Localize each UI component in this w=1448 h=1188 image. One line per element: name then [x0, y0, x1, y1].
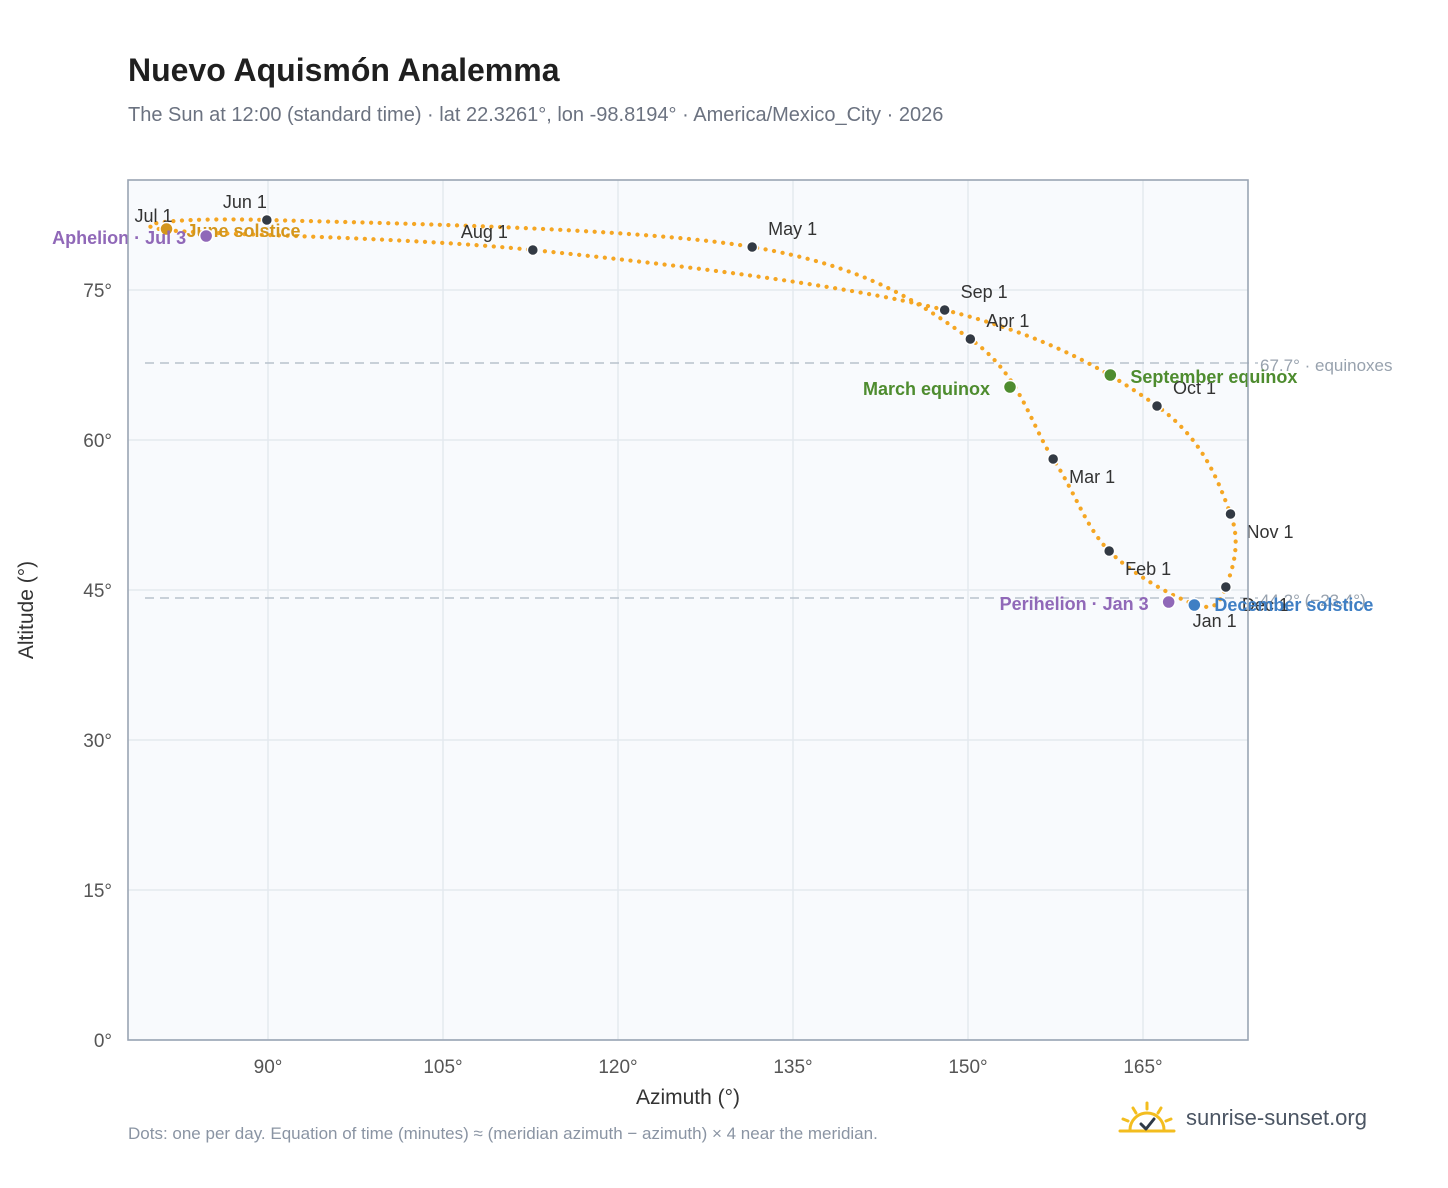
- event-label: September equinox: [1130, 367, 1297, 387]
- chart-title: Nuevo Aquismón Analemma: [128, 52, 560, 88]
- event-marker: [1187, 597, 1202, 613]
- month-marker: [938, 303, 951, 317]
- event-marker: [1002, 379, 1018, 395]
- month-label: May 1: [768, 219, 817, 239]
- month-label: Jun 1: [223, 192, 267, 212]
- event-markers: March equinox September equinox June solst…: [52, 221, 1373, 615]
- x-tick-label: 105°: [423, 1057, 462, 1078]
- month-marker: [964, 332, 977, 346]
- reference-line-label: 67.7° · equinoxes: [1260, 356, 1393, 375]
- x-tick-label: 165°: [1123, 1057, 1162, 1078]
- month-label: Jan 1: [1193, 611, 1237, 631]
- month-label: Sep 1: [961, 282, 1008, 302]
- month-marker: [1219, 580, 1233, 594]
- event-label: June solstice: [187, 221, 301, 241]
- x-tick-label: 150°: [948, 1057, 987, 1078]
- month-label: Aug 1: [461, 222, 508, 242]
- event-marker: [159, 221, 174, 237]
- footer-note: Dots: one per day. Equation of time (min…: [128, 1124, 878, 1143]
- y-tick-label: 45°: [83, 581, 112, 602]
- x-tick-label: 90°: [254, 1057, 283, 1078]
- event-label: December solstice: [1214, 595, 1373, 615]
- month-label: Feb 1: [1125, 559, 1171, 579]
- month-marker: [1046, 452, 1060, 466]
- y-tick-label: 60°: [83, 431, 112, 452]
- chart-subtitle: The Sun at 12:00 (standard time) · lat 2…: [128, 104, 944, 126]
- brand-name: sunrise-sunset.org: [1186, 1105, 1367, 1130]
- event-marker: [1161, 594, 1176, 610]
- month-label: Mar 1: [1069, 467, 1115, 487]
- month-marker: [1150, 399, 1164, 413]
- sun-icon: [1118, 1101, 1176, 1133]
- month-markers: Jan 1 Feb 1 Mar 1 Apr 1 May 1 Jun 1 Jul 1 Aug 1…: [135, 192, 1294, 631]
- y-tick-label: 0°: [94, 1031, 112, 1052]
- month-marker: [526, 243, 540, 257]
- y-axis-label: Altitude (°): [15, 561, 38, 659]
- month-label: Oct 1: [1173, 378, 1216, 398]
- reference-line-label: 44.2° (−23.4°): [1260, 591, 1366, 610]
- plot-frame: [127, 179, 1249, 1041]
- month-label: Nov 1: [1247, 522, 1294, 542]
- month-marker: [1102, 544, 1116, 558]
- event-label: March equinox: [863, 379, 990, 399]
- month-marker: [260, 213, 274, 227]
- event-marker: [198, 228, 214, 244]
- y-tick-label: 75°: [83, 281, 112, 302]
- month-label: Apr 1: [986, 311, 1029, 331]
- event-marker: [1103, 367, 1118, 383]
- month-marker: [1224, 507, 1237, 521]
- x-tick-label: 120°: [598, 1057, 637, 1078]
- y-tick-label: 15°: [83, 881, 112, 902]
- event-label: Aphelion · Jul 3: [52, 228, 186, 248]
- y-tick-label: 30°: [83, 731, 112, 752]
- month-label: Jul 1: [135, 206, 173, 226]
- plot-area: [128, 180, 1248, 1040]
- x-tick-label: 135°: [773, 1057, 812, 1078]
- reference-lines: 67.7° · equinoxes 44.2° (−23.4°): [145, 356, 1393, 610]
- x-axis-label: Azimuth (°): [636, 1086, 740, 1109]
- month-label: Dec 1: [1242, 595, 1289, 615]
- axis-ticks: 90° 105° 120° 135° 150° 165° 0° 15° 30° 45° 60° 75°: [83, 281, 1162, 1078]
- month-marker: [745, 240, 759, 254]
- brand-logo[interactable]: sunrise-sunset.org: [1118, 1100, 1367, 1136]
- event-label: Perihelion · Jan 3: [1000, 594, 1149, 614]
